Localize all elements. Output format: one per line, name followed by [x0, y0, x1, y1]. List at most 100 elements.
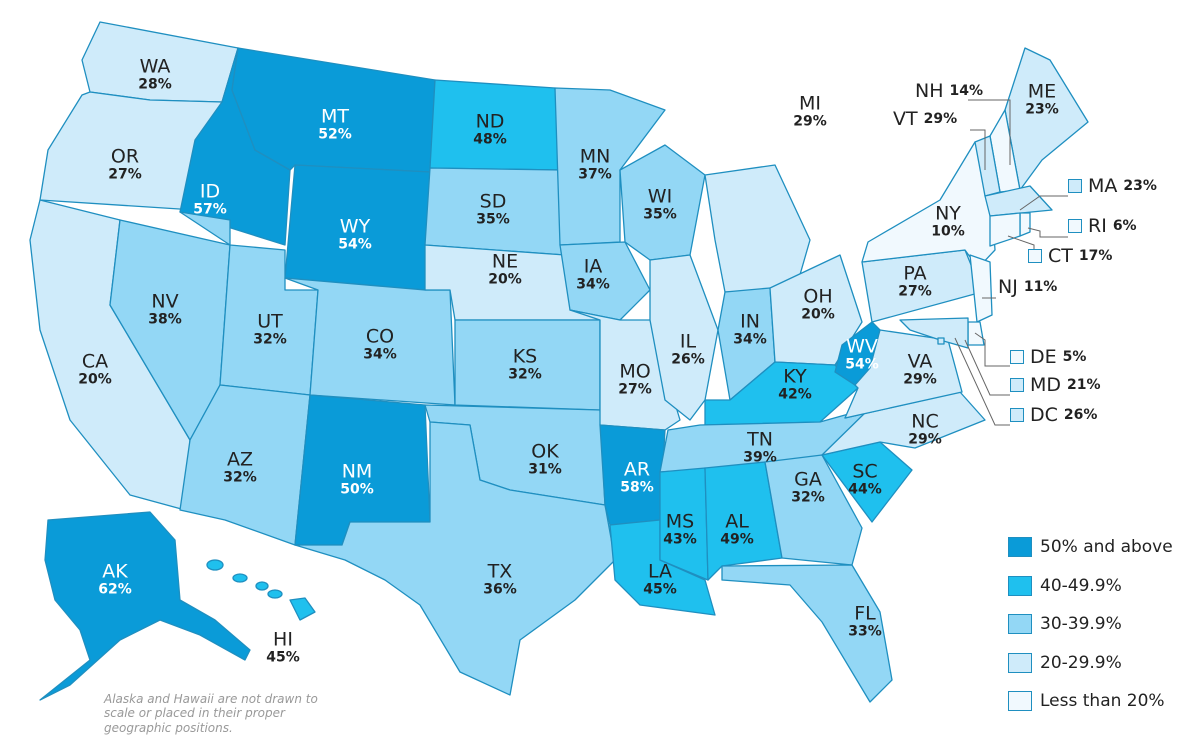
state-label-la: LA 45%	[643, 562, 677, 598]
state-value: 28%	[138, 76, 172, 93]
state-hi	[289, 597, 316, 621]
state-value: 49%	[720, 531, 754, 548]
legend-item: 30-39.9%	[1008, 605, 1173, 644]
legend-item: 20-29.9%	[1008, 644, 1173, 683]
callout-dc: DC 26%	[1010, 404, 1097, 426]
state-abbr: WI	[647, 185, 673, 208]
state-value: 35%	[643, 206, 677, 223]
state-value: 23%	[1025, 101, 1059, 118]
state-value: 20%	[78, 371, 112, 388]
state-abbr: MI	[798, 92, 821, 115]
state-label-va: VA 29%	[903, 350, 937, 388]
state-abbr: DC	[1030, 404, 1058, 426]
state-value: 29%	[903, 371, 937, 388]
state-label-nv: NV 38%	[148, 292, 182, 328]
state-value: 58%	[620, 479, 654, 496]
state-value: 36%	[483, 581, 517, 598]
state-il	[649, 254, 719, 421]
state-ak	[39, 511, 251, 701]
state-value: 45%	[643, 581, 677, 598]
state-abbr: WV	[846, 335, 878, 358]
state-value: 32%	[253, 331, 287, 348]
state-label-hi: HI 45%	[266, 628, 300, 666]
legend-item: 40-49.9%	[1008, 567, 1173, 606]
state-mo	[569, 309, 681, 431]
state-ia	[559, 241, 651, 321]
state-label-nc: NC 29%	[908, 410, 942, 448]
state-label-il: IL 26%	[671, 332, 705, 368]
legend-swatch	[1008, 614, 1032, 635]
state-label-co: CO 34%	[363, 327, 397, 363]
state-abbr: WY	[339, 215, 371, 238]
state-abbr: OH	[803, 285, 833, 308]
state-label-ms: MS 43%	[663, 512, 697, 548]
state-value: 44%	[848, 481, 882, 498]
callout-leader-line	[974, 332, 1010, 367]
state-abbr: KS	[512, 345, 538, 368]
state-abbr: SC	[852, 460, 878, 483]
state-label-nm: NM 50%	[340, 462, 374, 498]
state-abbr: OK	[531, 440, 559, 463]
legend-label: 50% and above	[1040, 537, 1173, 558]
state-ga	[764, 454, 863, 566]
state-value: 48%	[473, 131, 507, 148]
state-dc	[937, 337, 945, 345]
state-label-sd: SD 35%	[476, 192, 510, 228]
state-label-wy: WY 54%	[338, 215, 372, 253]
state-value: 39%	[743, 449, 777, 466]
state-abbr: NJ	[998, 276, 1018, 298]
callout-nj: NJ 11%	[998, 276, 1057, 298]
state-abbr: OR	[110, 145, 140, 168]
callout-leader-line	[1019, 195, 1068, 211]
callout-leader-line	[1027, 227, 1068, 238]
legend-swatch	[1008, 537, 1032, 558]
state-value: 6%	[1112, 218, 1137, 234]
state-label-ny: NY 10%	[931, 204, 965, 240]
state-fl	[721, 564, 893, 703]
state-value: 32%	[791, 489, 825, 506]
state-abbr: IN	[740, 310, 760, 333]
state-abbr: MN	[579, 145, 611, 168]
state-label-or: OR 27%	[108, 145, 142, 183]
callout-md: MD 21%	[1010, 374, 1101, 396]
state-value: 34%	[733, 331, 767, 348]
state-abbr: HI	[273, 628, 293, 651]
callout-swatch	[1028, 249, 1042, 263]
state-label-ks: KS 32%	[508, 345, 542, 383]
state-abbr: AL	[725, 510, 749, 533]
callout-leader-line	[970, 129, 986, 170]
state-abbr: KY	[783, 365, 807, 388]
state-abbr: NC	[911, 410, 939, 433]
state-abbr: AZ	[226, 448, 254, 471]
state-abbr: VA	[907, 350, 933, 373]
state-value: 10%	[931, 223, 965, 240]
state-value: 23%	[1123, 178, 1157, 194]
state-abbr: FL	[854, 602, 876, 625]
state-value: 52%	[318, 126, 352, 143]
state-abbr: IA	[583, 255, 603, 278]
callout-nh: NH 14%	[915, 80, 983, 102]
legend-swatch	[1008, 691, 1032, 712]
legend-item: Less than 20%	[1008, 682, 1173, 721]
legend-item: 50% and above	[1008, 528, 1173, 567]
state-value: 37%	[578, 166, 612, 183]
state-abbr: VT	[893, 108, 918, 130]
state-label-ga: GA 32%	[791, 470, 825, 506]
state-label-ca: CA 20%	[78, 352, 112, 388]
state-value: 42%	[778, 386, 812, 403]
callout-swatch	[1010, 408, 1024, 422]
state-value: 43%	[663, 531, 697, 548]
state-label-az: AZ 32%	[223, 448, 257, 486]
state-tx	[294, 421, 616, 696]
legend-label: 20-29.9%	[1040, 652, 1122, 673]
legend-label: 40-49.9%	[1040, 575, 1122, 596]
state-value: 14%	[949, 83, 984, 99]
state-label-fl: FL 33%	[848, 602, 882, 640]
state-abbr: CT	[1048, 245, 1073, 267]
callout-swatch	[1010, 350, 1024, 364]
state-label-ak: AK 62%	[98, 562, 132, 598]
state-label-ne: NE 20%	[488, 252, 522, 288]
state-label-oh: OH 20%	[801, 285, 835, 323]
state-value: 54%	[845, 356, 879, 373]
